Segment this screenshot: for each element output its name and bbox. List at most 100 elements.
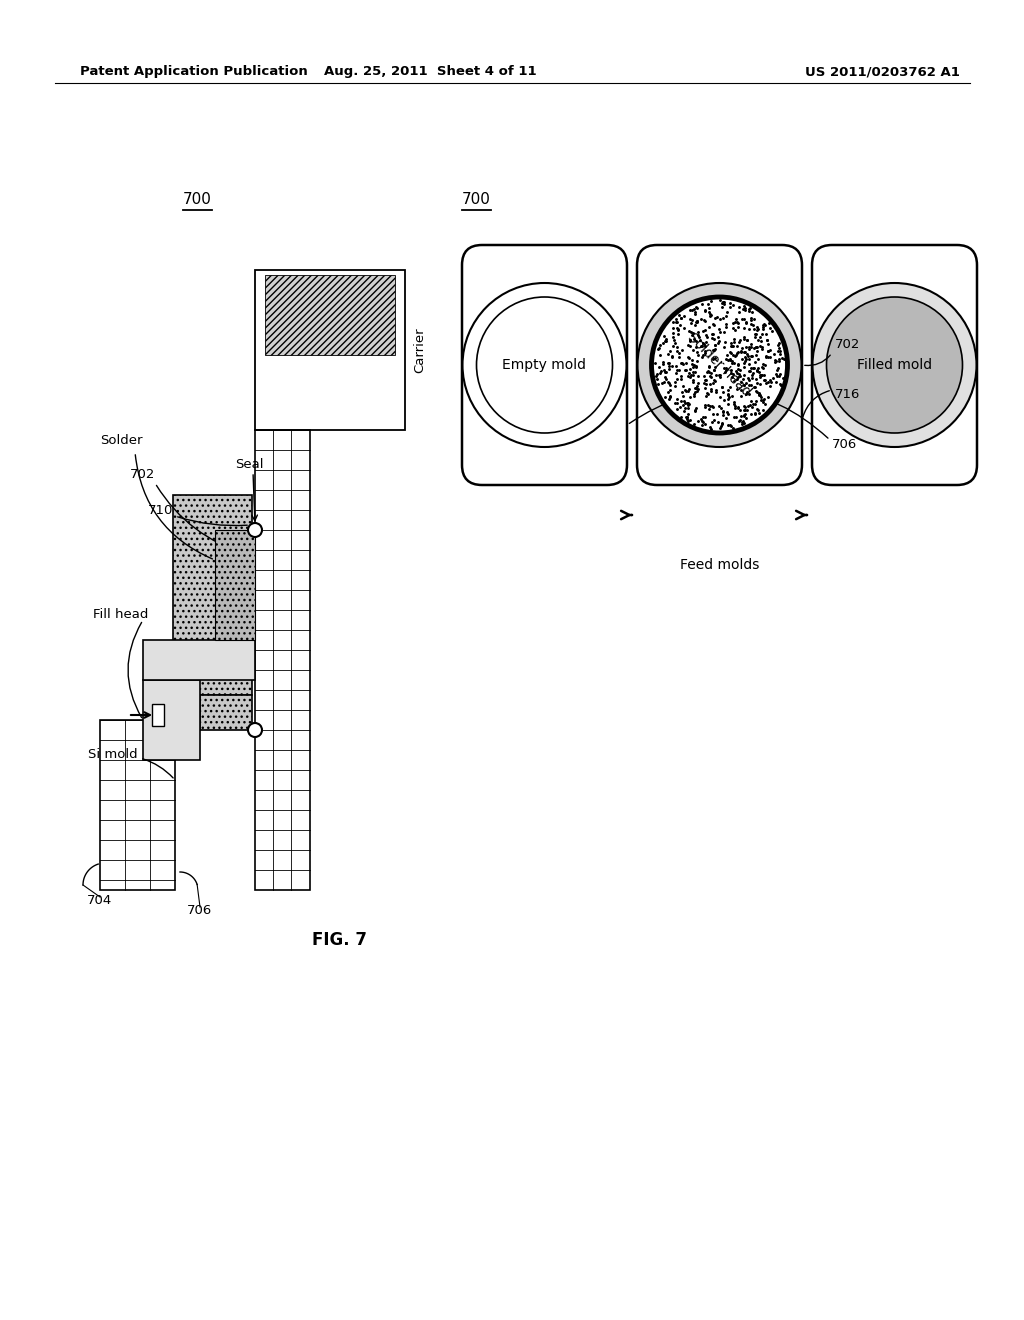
Polygon shape: [215, 531, 255, 640]
Point: [726, 392, 742, 413]
Point: [706, 339, 722, 360]
Point: [728, 335, 744, 356]
Point: [749, 399, 765, 420]
Point: [662, 385, 678, 407]
Point: [770, 333, 786, 354]
Point: [728, 345, 744, 366]
Point: [749, 360, 765, 381]
Point: [680, 393, 696, 414]
Point: [743, 337, 760, 358]
Point: [675, 395, 691, 416]
Point: [656, 387, 673, 408]
Point: [749, 359, 765, 380]
Point: [733, 385, 750, 407]
Point: [690, 322, 707, 343]
Point: [729, 312, 745, 333]
Point: [668, 363, 684, 384]
Point: [756, 364, 772, 385]
Point: [703, 381, 720, 403]
Point: [749, 341, 765, 362]
Point: [688, 310, 705, 331]
Point: [702, 304, 719, 325]
Point: [726, 352, 742, 374]
Point: [753, 330, 769, 351]
Point: [720, 379, 736, 400]
Point: [765, 368, 781, 389]
Point: [694, 293, 711, 314]
Point: [666, 326, 682, 347]
Point: [732, 400, 749, 421]
Point: [714, 414, 730, 436]
Point: [755, 364, 771, 385]
Point: [767, 351, 783, 372]
Point: [755, 352, 771, 374]
Point: [685, 414, 701, 436]
Point: [766, 345, 782, 366]
Point: [698, 331, 715, 352]
Point: [652, 362, 669, 383]
Point: [682, 359, 698, 380]
Point: [741, 360, 758, 381]
Point: [732, 359, 749, 380]
Point: [697, 341, 714, 362]
Point: [721, 293, 737, 314]
Point: [723, 416, 739, 437]
Point: [719, 401, 735, 422]
Point: [685, 329, 701, 350]
Point: [721, 376, 737, 397]
Point: [735, 412, 752, 433]
Point: [676, 400, 692, 421]
Point: [748, 337, 764, 358]
Point: [714, 376, 730, 397]
Point: [740, 383, 757, 404]
Point: [736, 326, 753, 347]
Point: [671, 346, 687, 367]
Polygon shape: [100, 719, 175, 890]
Point: [755, 392, 771, 413]
Point: [724, 385, 740, 407]
Polygon shape: [173, 495, 252, 696]
Point: [719, 345, 735, 366]
Point: [760, 371, 776, 392]
Point: [749, 345, 765, 366]
Point: [665, 335, 681, 356]
Point: [669, 399, 685, 420]
Point: [771, 350, 787, 371]
Point: [696, 396, 713, 417]
Point: [684, 350, 700, 371]
Point: [727, 319, 743, 341]
Point: [755, 314, 771, 335]
Point: [757, 370, 773, 391]
Point: [681, 321, 697, 342]
Point: [711, 396, 727, 417]
Point: [750, 348, 766, 370]
Point: [734, 411, 751, 432]
Circle shape: [248, 723, 262, 737]
Point: [683, 309, 699, 330]
Point: [712, 322, 728, 343]
Text: Solder head: Solder head: [685, 330, 754, 400]
Point: [696, 378, 713, 399]
Point: [702, 379, 719, 400]
Point: [678, 407, 694, 428]
Point: [720, 384, 736, 405]
Point: [729, 396, 745, 417]
Point: [771, 374, 787, 395]
Text: FIG. 7: FIG. 7: [312, 931, 368, 949]
Point: [679, 407, 695, 428]
Point: [688, 296, 705, 317]
Point: [736, 296, 753, 317]
Point: [687, 304, 703, 325]
Point: [739, 399, 756, 420]
Point: [678, 360, 694, 381]
Point: [653, 372, 670, 393]
Point: [748, 380, 764, 401]
Point: [680, 397, 696, 418]
Point: [730, 364, 746, 385]
Point: [714, 413, 730, 434]
Point: [714, 292, 730, 313]
Point: [715, 404, 731, 425]
Point: [718, 408, 734, 429]
Point: [736, 329, 753, 350]
Point: [682, 309, 698, 330]
